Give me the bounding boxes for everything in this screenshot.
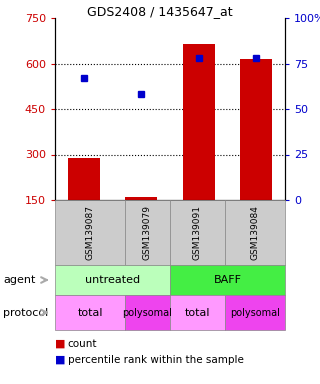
Text: untreated: untreated	[85, 275, 140, 285]
Text: count: count	[68, 339, 97, 349]
Text: total: total	[77, 308, 103, 318]
Bar	[183, 44, 215, 200]
Text: BAFF: BAFF	[213, 275, 242, 285]
Text: agent: agent	[3, 275, 36, 285]
Text: GDS2408 / 1435647_at: GDS2408 / 1435647_at	[87, 5, 233, 18]
Text: ■: ■	[55, 339, 66, 349]
Text: GSM139079: GSM139079	[143, 205, 152, 260]
Text: polysomal: polysomal	[123, 308, 172, 318]
Bar	[68, 157, 100, 200]
Text: polysomal: polysomal	[230, 308, 280, 318]
Text: total: total	[185, 308, 210, 318]
Bar	[125, 197, 157, 200]
Text: GSM139084: GSM139084	[251, 205, 260, 260]
Text: GSM139087: GSM139087	[85, 205, 94, 260]
Text: percentile rank within the sample: percentile rank within the sample	[68, 355, 244, 365]
Text: GSM139091: GSM139091	[193, 205, 202, 260]
Bar	[240, 59, 272, 200]
Text: protocol: protocol	[3, 308, 48, 318]
Text: ■: ■	[55, 355, 66, 365]
